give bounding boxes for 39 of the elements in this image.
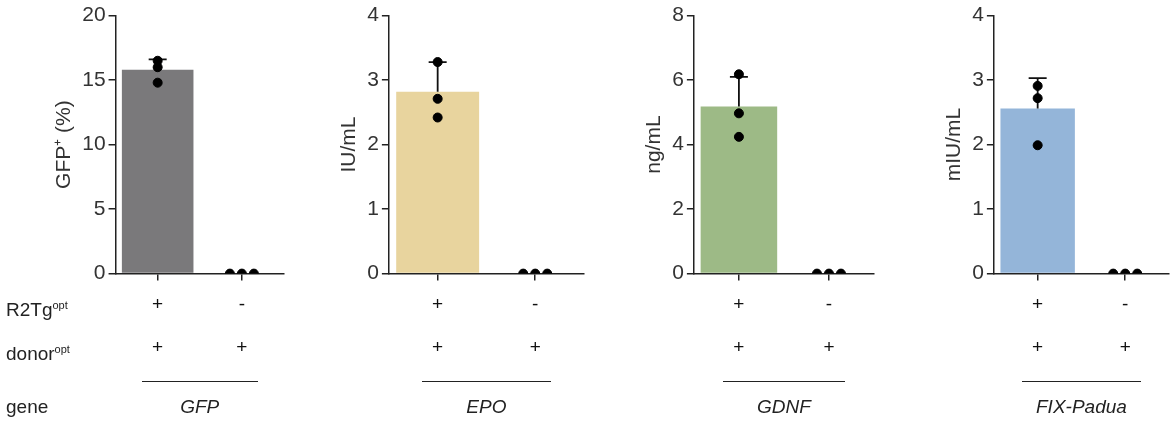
x-tick-label: - + <box>236 292 248 358</box>
y-tick-label: 2 <box>367 131 379 155</box>
y-tick-label: 15 <box>82 66 106 90</box>
x-tick-label: + + <box>733 292 745 358</box>
y-tick-label: 1 <box>972 195 984 219</box>
y-tick-label: 0 <box>672 260 684 284</box>
y-axis-title: mIU/mL <box>941 107 965 182</box>
x-tick-label: + + <box>1032 292 1044 358</box>
y-tick-label: 0 <box>93 260 106 284</box>
x-tick-label: - + <box>529 292 541 358</box>
y-tick-label: 3 <box>367 66 379 90</box>
x-axis-title: GDNF <box>722 381 845 418</box>
text: donor$^{opt}$ <box>6 343 70 366</box>
y-tick-label: 6 <box>672 66 684 90</box>
y-tick-label: 2 <box>672 195 684 219</box>
y-axis-title: ng/mL <box>641 115 665 174</box>
x-tick-label: + + <box>152 292 164 358</box>
x-axis-title: EPO <box>421 381 552 418</box>
y-tick-label: 1 <box>367 195 379 219</box>
text: R2Tg$^{opt}$ <box>6 299 68 322</box>
y-tick-label: 10 <box>82 131 106 155</box>
y-tick-label: 0 <box>367 260 379 284</box>
y-tick-label: 20 <box>82 2 106 26</box>
x-axis-title: FIX-Padua <box>1021 381 1142 418</box>
text: gene <box>6 396 49 418</box>
y-axis-title: IU/mL <box>336 116 360 173</box>
y-tick-label: 4 <box>672 131 685 155</box>
y-tick-label: 2 <box>972 131 984 155</box>
x-axis-title: GFP <box>141 381 258 418</box>
y-axis-title: GFP⁺ (%) <box>51 100 75 189</box>
y-tick-label: 8 <box>672 2 684 26</box>
y-tick-label: 4 <box>367 2 380 26</box>
y-tick-label: 0 <box>972 260 984 284</box>
x-tick-label: + + <box>432 292 444 358</box>
y-tick-label: 5 <box>93 195 106 219</box>
y-tick-label: 3 <box>972 66 984 90</box>
x-tick-label: - + <box>1119 292 1131 358</box>
y-tick-label: 4 <box>972 2 985 26</box>
x-tick-label: - + <box>823 292 835 358</box>
